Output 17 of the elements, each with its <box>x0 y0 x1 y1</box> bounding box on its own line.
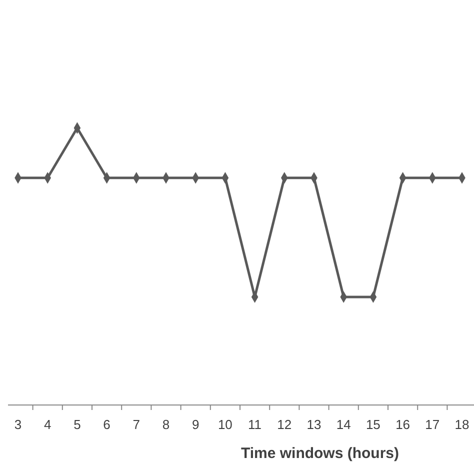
x-tick-label: 17 <box>425 417 440 432</box>
x-tick-label: 8 <box>162 417 170 432</box>
x-tick-label: 12 <box>277 417 292 432</box>
x-tick-label: 7 <box>132 417 140 432</box>
x-tick-label: 3 <box>14 417 22 432</box>
x-tick-label: 4 <box>44 417 52 432</box>
x-tick-label: 5 <box>74 417 81 432</box>
x-tick-label: 15 <box>366 417 380 432</box>
x-tick-label: 6 <box>103 417 110 432</box>
x-tick-label: 16 <box>396 417 410 432</box>
x-tick-label: 18 <box>454 417 470 432</box>
x-tick-label: 13 <box>306 417 322 432</box>
x-tick-label: 10 <box>218 417 232 432</box>
x-tick-label: 9 <box>192 417 200 432</box>
x-axis-title: Time windows (hours) <box>240 445 400 462</box>
x-tick-label: 14 <box>336 417 351 432</box>
x-tick-label: 11 <box>248 417 262 432</box>
